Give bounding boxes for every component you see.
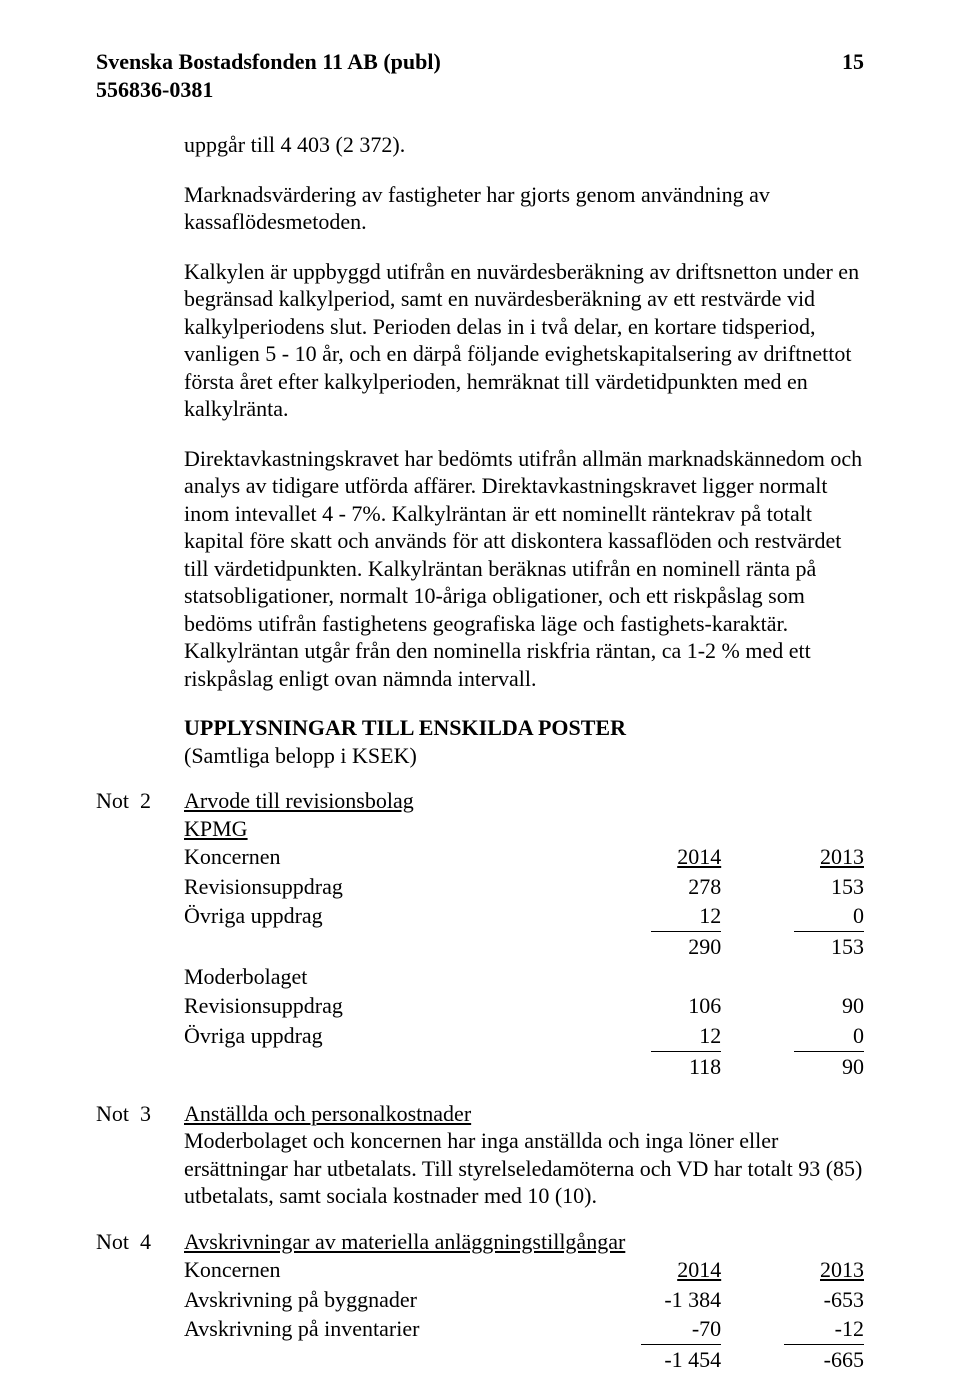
fin-table-depr: Koncernen 2014 2013 Avskrivning på byggn… xyxy=(184,1255,864,1375)
audit-firm: KPMG xyxy=(184,815,864,843)
fin-table-group: Koncernen 2014 2013 Revisionsuppdrag 278… xyxy=(184,842,864,1082)
note-title: Avskrivningar av materiella anläggningst… xyxy=(184,1228,864,1256)
sum-cell: -665 xyxy=(721,1344,864,1375)
col-header: 2013 xyxy=(721,1255,864,1285)
cell xyxy=(578,962,721,992)
note-4: Not 4 Avskrivningar av materiella anlägg… xyxy=(96,1228,864,1375)
note-2: Not 2 Arvode till revisionsbolag KPMG Ko… xyxy=(96,787,864,1082)
sum-cell: 90 xyxy=(721,1051,864,1082)
cell: -1 384 xyxy=(578,1285,721,1315)
note-label: Not xyxy=(96,787,140,815)
section-title: UPPLYSNINGAR TILL ENSKILDA POSTER xyxy=(184,714,864,742)
cell: 12 xyxy=(578,901,721,931)
paragraph: Direktavkastningskravet har bedömts utif… xyxy=(184,445,864,693)
row-label: Avskrivning på byggnader xyxy=(184,1285,578,1315)
note-content: Arvode till revisionsbolag KPMG Koncerne… xyxy=(184,787,864,1082)
section-subtitle: (Samtliga belopp i KSEK) xyxy=(184,742,864,770)
body: uppgår till 4 403 (2 372). Marknadsvärde… xyxy=(184,131,864,769)
cell xyxy=(721,962,864,992)
note-content: Avskrivningar av materiella anläggningst… xyxy=(184,1228,864,1375)
col-header: 2014 xyxy=(578,1255,721,1285)
note-content: Anställda och personalkostnader Moderbol… xyxy=(184,1100,864,1210)
note-number: 2 xyxy=(140,787,184,815)
row-label xyxy=(184,1344,578,1375)
row-label: Revisionsuppdrag xyxy=(184,991,578,1021)
paragraph: Marknadsvärdering av fastigheter har gjo… xyxy=(184,181,864,236)
note-label: Not xyxy=(96,1100,140,1128)
row-label: Koncernen xyxy=(184,1255,578,1285)
col-header: 2014 xyxy=(578,842,721,872)
cell: 106 xyxy=(578,991,721,1021)
cell: 278 xyxy=(578,872,721,902)
note-label: Not xyxy=(96,1228,140,1256)
note-title: Arvode till revisionsbolag xyxy=(184,787,864,815)
sum-cell: 118 xyxy=(578,1051,721,1082)
row-label: Övriga uppdrag xyxy=(184,901,578,931)
cell: -653 xyxy=(721,1285,864,1315)
note-text: Moderbolaget och koncernen har inga anst… xyxy=(184,1127,864,1210)
cell: 0 xyxy=(721,1021,864,1051)
row-label: Moderbolaget xyxy=(184,962,578,992)
col-header: 2013 xyxy=(721,842,864,872)
cell: -70 xyxy=(578,1314,721,1344)
page-header: Svenska Bostadsfonden 11 AB (publ) 55683… xyxy=(96,48,864,103)
org-number: 556836-0381 xyxy=(96,76,441,104)
header-left: Svenska Bostadsfonden 11 AB (publ) 55683… xyxy=(96,48,441,103)
cell: -12 xyxy=(721,1314,864,1344)
sum-cell: 153 xyxy=(721,931,864,962)
cell: 90 xyxy=(721,991,864,1021)
paragraph: uppgår till 4 403 (2 372). xyxy=(184,131,864,159)
row-label: Avskrivning på inventarier xyxy=(184,1314,578,1344)
note-number: 3 xyxy=(140,1100,184,1128)
row-label: Koncernen xyxy=(184,842,578,872)
row-label xyxy=(184,931,578,962)
cell: 153 xyxy=(721,872,864,902)
row-label xyxy=(184,1051,578,1082)
company-name: Svenska Bostadsfonden 11 AB (publ) xyxy=(96,48,441,76)
page-number: 15 xyxy=(842,48,864,76)
sum-cell: -1 454 xyxy=(578,1344,721,1375)
page: Svenska Bostadsfonden 11 AB (publ) 55683… xyxy=(0,0,960,1344)
row-label: Revisionsuppdrag xyxy=(184,872,578,902)
note-3: Not 3 Anställda och personalkostnader Mo… xyxy=(96,1100,864,1210)
cell: 12 xyxy=(578,1021,721,1051)
note-number: 4 xyxy=(140,1228,184,1256)
paragraph: Kalkylen är uppbyggd utifrån en nuvärdes… xyxy=(184,258,864,423)
note-title: Anställda och personalkostnader xyxy=(184,1100,864,1128)
cell: 0 xyxy=(721,901,864,931)
sum-cell: 290 xyxy=(578,931,721,962)
row-label: Övriga uppdrag xyxy=(184,1021,578,1051)
